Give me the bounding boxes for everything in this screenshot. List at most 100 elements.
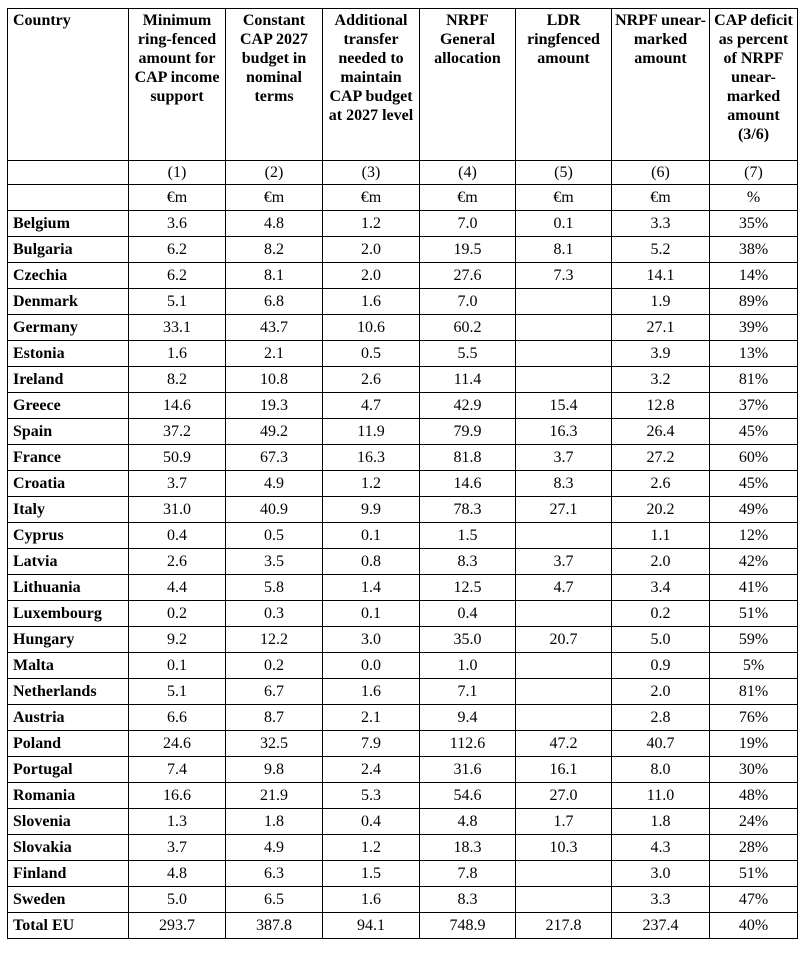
value-cell: 3.7 — [128, 834, 226, 861]
value-cell: 6.3 — [225, 860, 323, 887]
table-row: Poland 24.6 32.5 7.9 112.6 47.2 40.7 19% — [7, 730, 798, 757]
value-cell: 2.0 — [611, 678, 710, 705]
value-cell: 26.4 — [611, 418, 710, 445]
value-cell: 0.4 — [322, 808, 420, 835]
value-cell: 10.6 — [322, 314, 420, 341]
header-row-units: €m €m €m €m €m €m% — [7, 184, 798, 211]
country-cell: Poland — [7, 730, 129, 757]
country-cell: Germany — [7, 314, 129, 341]
value-cell: 2.1 — [225, 340, 323, 367]
column-header-label: Minimum ring-fenced amount for CAP incom… — [128, 8, 226, 161]
value-cell — [515, 678, 612, 705]
country-cell: Latvia — [7, 548, 129, 575]
value-cell: 11.9 — [322, 418, 420, 445]
value-cell: 0.1 — [128, 652, 226, 679]
table-row: Luxembourg 0.2 0.3 0.1 0.4 0.2 51% — [7, 600, 798, 627]
column-header-number: (5) — [515, 160, 612, 185]
value-cell: 81.8 — [419, 444, 516, 471]
column-header-unit: €m — [611, 184, 710, 211]
value-cell — [515, 600, 612, 627]
value-cell: 9.2 — [128, 626, 226, 653]
value-cell: 1.9 — [611, 288, 710, 315]
value-cell: 13% — [709, 340, 798, 367]
country-cell: Belgium — [7, 210, 129, 237]
table-row: Belgium 3.6 4.8 1.2 7.0 0.1 3.3 35% — [7, 210, 798, 237]
value-cell: 27.1 — [515, 496, 612, 523]
value-cell: 20.7 — [515, 626, 612, 653]
value-cell: 0.3 — [225, 600, 323, 627]
value-cell: 4.9 — [225, 470, 323, 497]
column-header-unit — [7, 184, 129, 211]
value-cell: 2.0 — [322, 236, 420, 263]
value-cell: 4.7 — [322, 392, 420, 419]
value-cell: 5.8 — [225, 574, 323, 601]
column-header-number — [7, 160, 129, 185]
value-cell: 60.2 — [419, 314, 516, 341]
column-header-label: Additional transfer needed to maintain C… — [322, 8, 420, 161]
value-cell: 5.1 — [128, 678, 226, 705]
value-cell: 8.3 — [515, 470, 612, 497]
column-header-label: Country — [7, 8, 129, 161]
table-row: Bulgaria 6.2 8.2 2.0 19.5 8.1 5.2 38% — [7, 236, 798, 263]
value-cell: 4.8 — [225, 210, 323, 237]
table-row: Spain 37.2 49.2 11.9 79.9 16.3 26.4 45% — [7, 418, 798, 445]
country-cell: Spain — [7, 418, 129, 445]
column-header-unit: €m — [419, 184, 516, 211]
value-cell: 3.7 — [128, 470, 226, 497]
column-header-label: CAP deficit as percent of NRPF unear-mar… — [709, 8, 798, 161]
value-cell: 16.6 — [128, 782, 226, 809]
value-cell: 0.2 — [611, 600, 710, 627]
column-header-unit: % — [709, 184, 798, 211]
value-cell: 19% — [709, 730, 798, 757]
value-cell: 28% — [709, 834, 798, 861]
table-row: Ireland 8.2 10.8 2.6 11.4 3.2 81% — [7, 366, 798, 393]
value-cell: 5% — [709, 652, 798, 679]
value-cell: 14.1 — [611, 262, 710, 289]
value-cell: 42% — [709, 548, 798, 575]
value-cell: 387.8 — [225, 912, 323, 939]
value-cell: 19.3 — [225, 392, 323, 419]
value-cell: 48% — [709, 782, 798, 809]
value-cell: 50.9 — [128, 444, 226, 471]
column-header-number: (2) — [225, 160, 323, 185]
column-header-number: (3) — [322, 160, 420, 185]
value-cell: 27.2 — [611, 444, 710, 471]
country-cell: Cyprus — [7, 522, 129, 549]
value-cell — [515, 704, 612, 731]
value-cell: 10.3 — [515, 834, 612, 861]
country-cell: Romania — [7, 782, 129, 809]
value-cell: 39% — [709, 314, 798, 341]
value-cell: 78.3 — [419, 496, 516, 523]
table-row: Cyprus 0.4 0.5 0.1 1.5 1.1 12% — [7, 522, 798, 549]
value-cell: 31.6 — [419, 756, 516, 783]
value-cell: 9.4 — [419, 704, 516, 731]
value-cell: 8.2 — [225, 236, 323, 263]
country-cell: Hungary — [7, 626, 129, 653]
value-cell: 4.8 — [419, 808, 516, 835]
country-cell: France — [7, 444, 129, 471]
value-cell: 47.2 — [515, 730, 612, 757]
country-cell: Finland — [7, 860, 129, 887]
table-row: Romania 16.6 21.9 5.3 54.6 27.0 11.0 48% — [7, 782, 798, 809]
value-cell: 217.8 — [515, 912, 612, 939]
value-cell: 8.1 — [515, 236, 612, 263]
value-cell — [515, 886, 612, 913]
value-cell: 45% — [709, 418, 798, 445]
country-cell: Slovenia — [7, 808, 129, 835]
table-header: Country Minimum ring-fenced amount for CA… — [7, 8, 798, 211]
table-row: Portugal 7.4 9.8 2.4 31.6 16.1 8.0 30% — [7, 756, 798, 783]
value-cell: 45% — [709, 470, 798, 497]
value-cell: 1.8 — [611, 808, 710, 835]
value-cell: 1.2 — [322, 210, 420, 237]
value-cell: 11.0 — [611, 782, 710, 809]
country-cell: Czechia — [7, 262, 129, 289]
value-cell: 89% — [709, 288, 798, 315]
value-cell: 3.3 — [611, 886, 710, 913]
value-cell: 2.6 — [322, 366, 420, 393]
value-cell: 16.3 — [515, 418, 612, 445]
value-cell: 1.1 — [611, 522, 710, 549]
value-cell: 0.4 — [128, 522, 226, 549]
value-cell: 1.3 — [128, 808, 226, 835]
value-cell: 2.0 — [611, 548, 710, 575]
value-cell: 0.2 — [225, 652, 323, 679]
